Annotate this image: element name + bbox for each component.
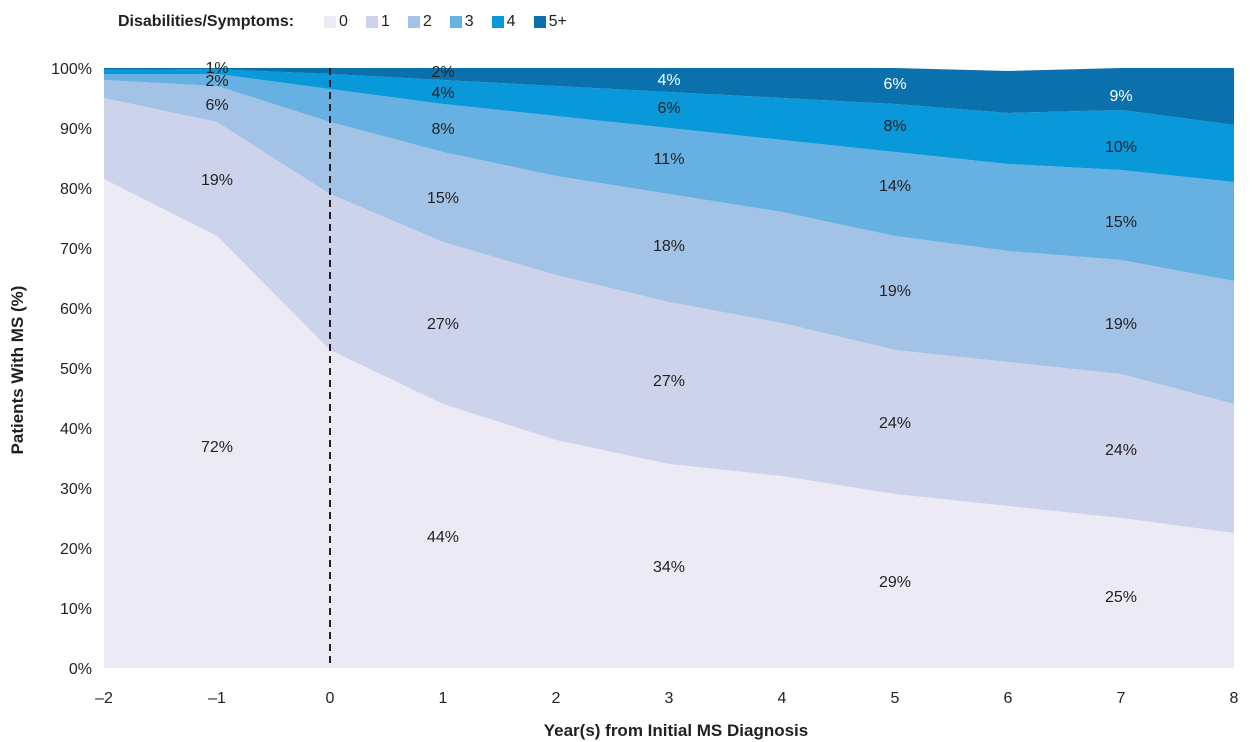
legend-label-4: 4 (506, 13, 516, 30)
legend-item-1: 1 (365, 13, 390, 31)
data-label: 19% (1105, 316, 1137, 333)
data-label: 10% (1105, 139, 1137, 156)
data-label: 6% (205, 97, 228, 114)
data-label: 25% (1105, 589, 1137, 606)
data-label: 18% (653, 238, 685, 255)
data-label: 34% (653, 559, 685, 576)
legend-swatch-0 (324, 16, 337, 28)
area-series-3 (104, 74, 1234, 281)
legend-swatch-2 (407, 16, 420, 28)
y-tick-label: 10% (60, 601, 92, 618)
legend-swatch-1 (365, 16, 378, 28)
x-tick-label: –2 (95, 690, 113, 707)
x-axis-ticks: –2 –1 0 1 2 3 4 5 6 7 8 (95, 690, 1238, 707)
legend-label-5: 5+ (548, 13, 567, 30)
data-label: 4% (657, 72, 680, 89)
x-tick-label: 0 (326, 690, 335, 707)
area-layer (104, 68, 1234, 668)
area-series-5 (104, 68, 1234, 125)
x-tick-label: 3 (665, 690, 674, 707)
x-tick-label: –1 (208, 690, 226, 707)
legend-label-0: 0 (339, 13, 348, 30)
legend-swatch-5 (533, 16, 546, 28)
y-axis-ticks: 0% 10% 20% 30% 40% 50% 60% 70% 80% 90% 100% (51, 61, 92, 678)
y-tick-label: 40% (60, 421, 92, 438)
data-label: 1% (205, 60, 228, 77)
data-label: 27% (427, 316, 459, 333)
y-tick-label: 20% (60, 541, 92, 558)
data-label: 24% (879, 415, 911, 432)
x-tick-label: 2 (552, 690, 561, 707)
data-label: 2% (431, 64, 454, 81)
data-label: 72% (201, 439, 233, 456)
data-label: 24% (1105, 442, 1137, 459)
data-label: 6% (883, 76, 906, 93)
data-label: 6% (657, 100, 680, 117)
y-tick-label: 100% (51, 61, 92, 78)
legend-item-2: 2 (407, 13, 432, 31)
legend-label-1: 1 (380, 13, 390, 30)
data-label: 15% (427, 190, 459, 207)
legend-item-3: 3 (449, 13, 474, 31)
data-label: 2% (205, 73, 228, 90)
data-label: 15% (1105, 214, 1137, 231)
y-tick-label: 90% (60, 121, 92, 138)
legend-item-5: 5+ (533, 13, 567, 31)
legend-label-3: 3 (464, 13, 474, 30)
legend-title: Disabilities/Symptoms: (118, 13, 295, 30)
data-label: 27% (653, 373, 685, 390)
area-series-0 (104, 179, 1234, 668)
data-label: 44% (427, 529, 459, 546)
legend-item-0: 0 (324, 13, 348, 31)
x-tick-label: 8 (1230, 690, 1239, 707)
legend-item-4: 4 (491, 13, 516, 31)
data-label-layer: 72%19%6%2%1%44%27%15%8%4%2%34%27%18%11%6… (201, 60, 1137, 606)
y-tick-label: 50% (60, 361, 92, 378)
area-series-2 (104, 80, 1234, 404)
x-axis-title: Year(s) from Initial MS Diagnosis (544, 721, 809, 740)
data-label: 29% (879, 574, 911, 591)
legend-swatch-4 (491, 16, 504, 28)
data-label: 8% (883, 118, 906, 135)
data-label: 9% (1109, 88, 1132, 105)
x-tick-label: 4 (778, 690, 787, 707)
area-series-4 (104, 69, 1234, 182)
x-tick-label: 1 (439, 690, 448, 707)
data-label: 11% (654, 151, 685, 168)
area-series-1 (104, 98, 1234, 533)
data-label: 14% (879, 178, 911, 195)
y-tick-label: 30% (60, 481, 92, 498)
y-tick-label: 80% (60, 181, 92, 198)
y-tick-label: 60% (60, 301, 92, 318)
y-axis-title: Patients With MS (%) (8, 286, 27, 455)
legend-swatch-3 (449, 16, 462, 28)
data-label: 19% (879, 283, 911, 300)
x-tick-label: 5 (891, 690, 900, 707)
data-label: 19% (201, 172, 233, 189)
y-tick-label: 0% (69, 661, 92, 678)
x-tick-label: 6 (1004, 690, 1013, 707)
data-label: 8% (431, 121, 454, 138)
x-tick-label: 7 (1117, 690, 1126, 707)
legend-label-2: 2 (422, 13, 432, 30)
chart-legend: Disabilities/Symptoms: 0 1 2 3 4 5+ (118, 10, 585, 34)
data-label: 4% (431, 85, 454, 102)
y-tick-label: 70% (60, 241, 92, 258)
